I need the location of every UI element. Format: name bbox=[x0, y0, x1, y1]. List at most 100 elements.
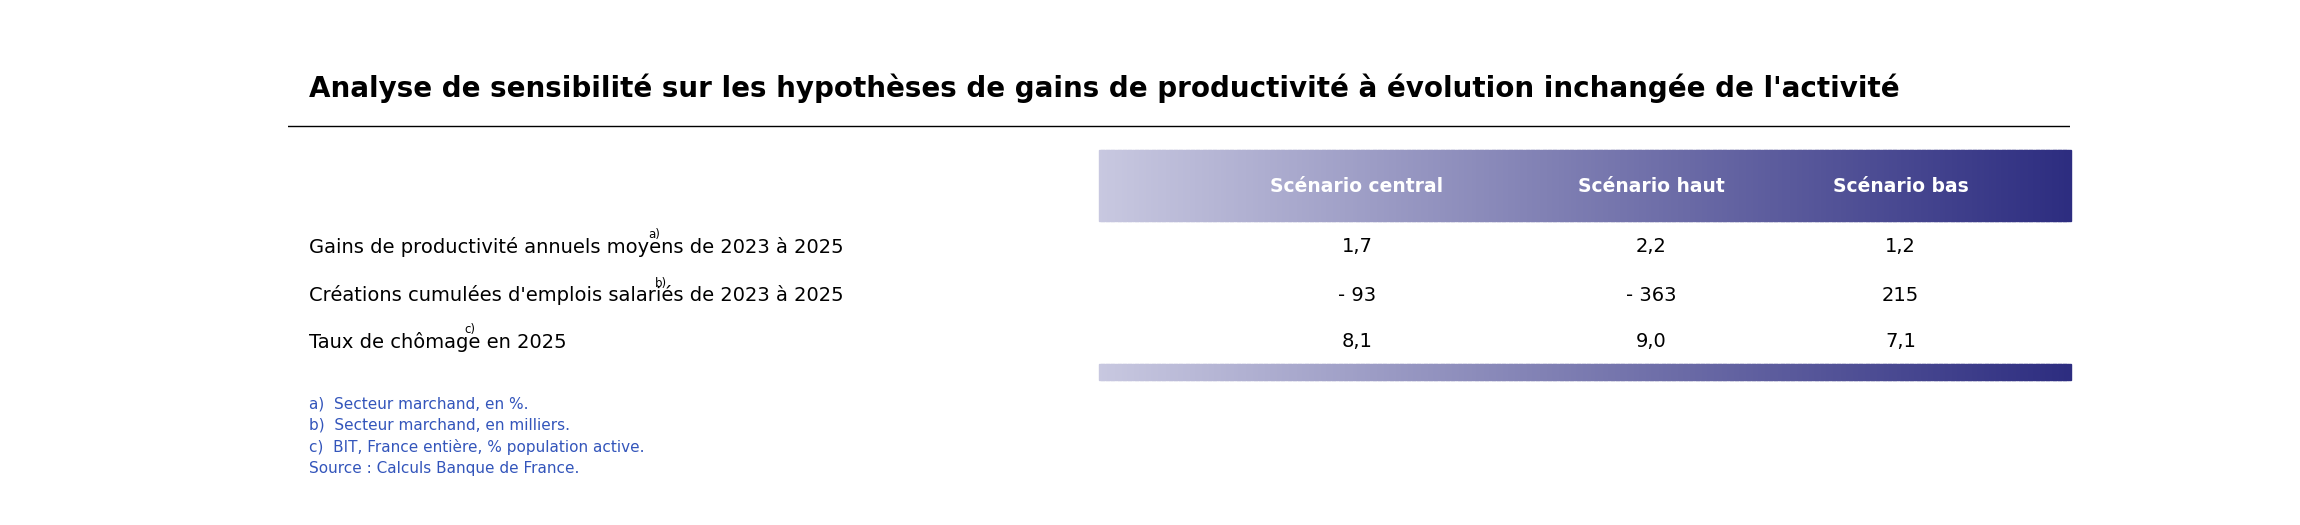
Bar bbox=[1325, 364, 1327, 380]
Bar bbox=[1900, 150, 1904, 220]
Bar bbox=[1221, 150, 1226, 220]
Bar bbox=[1371, 364, 1373, 380]
Bar bbox=[1812, 150, 1817, 220]
Bar bbox=[1900, 364, 1904, 380]
Bar bbox=[1134, 364, 1138, 380]
Bar bbox=[1122, 364, 1127, 380]
Bar bbox=[1996, 150, 2001, 220]
Bar bbox=[1789, 150, 1792, 220]
Bar bbox=[1983, 364, 1985, 380]
Bar bbox=[1578, 150, 1580, 220]
Bar bbox=[1240, 364, 1242, 380]
Bar bbox=[2052, 150, 2054, 220]
Bar bbox=[1976, 364, 1978, 380]
Bar bbox=[1486, 364, 1488, 380]
Bar bbox=[1414, 364, 1417, 380]
Bar bbox=[1274, 150, 1276, 220]
Bar bbox=[2019, 150, 2022, 220]
Bar bbox=[1552, 150, 1557, 220]
Bar bbox=[1191, 150, 1194, 220]
Bar bbox=[1175, 364, 1180, 380]
Bar bbox=[1106, 364, 1109, 380]
Bar bbox=[1125, 364, 1129, 380]
Bar bbox=[1868, 364, 1872, 380]
Bar bbox=[1378, 150, 1382, 220]
Bar bbox=[1555, 150, 1559, 220]
Bar bbox=[1992, 150, 1996, 220]
Bar bbox=[1099, 364, 1102, 380]
Text: Taux de chômage en 2025: Taux de chômage en 2025 bbox=[308, 332, 566, 352]
Bar bbox=[1182, 364, 1184, 380]
Bar bbox=[2033, 364, 2038, 380]
Bar bbox=[1840, 364, 1842, 380]
Bar bbox=[1999, 364, 2003, 380]
Bar bbox=[1398, 150, 1401, 220]
Bar bbox=[1189, 364, 1191, 380]
Bar bbox=[2010, 364, 2012, 380]
Bar bbox=[1173, 150, 1178, 220]
Bar bbox=[1914, 364, 1918, 380]
Bar bbox=[1714, 150, 1716, 220]
Bar bbox=[1421, 364, 1426, 380]
Bar bbox=[1932, 364, 1934, 380]
Bar bbox=[1920, 150, 1923, 220]
Bar bbox=[1842, 150, 1845, 220]
Bar bbox=[1909, 364, 1914, 380]
Bar bbox=[1387, 150, 1391, 220]
Bar bbox=[2001, 364, 2006, 380]
Bar bbox=[1279, 364, 1281, 380]
Bar bbox=[1111, 364, 1113, 380]
Bar bbox=[2058, 150, 2061, 220]
Bar bbox=[1796, 150, 1799, 220]
Bar bbox=[1865, 150, 1870, 220]
Bar bbox=[1893, 150, 1895, 220]
Bar bbox=[1980, 364, 1983, 380]
Bar bbox=[1858, 364, 1863, 380]
Bar bbox=[1557, 150, 1562, 220]
Bar bbox=[1210, 150, 1214, 220]
Bar bbox=[1695, 150, 1700, 220]
Bar bbox=[1711, 364, 1714, 380]
Bar bbox=[1419, 150, 1421, 220]
Bar bbox=[1237, 150, 1240, 220]
Bar bbox=[1536, 364, 1539, 380]
Text: Scénario central: Scénario central bbox=[1270, 177, 1444, 196]
Bar bbox=[1736, 364, 1741, 380]
Bar bbox=[1410, 364, 1412, 380]
Bar bbox=[1902, 364, 1907, 380]
Bar bbox=[1348, 150, 1352, 220]
Bar bbox=[1824, 364, 1828, 380]
Bar bbox=[1730, 364, 1734, 380]
Bar bbox=[1550, 150, 1552, 220]
Bar bbox=[1166, 364, 1171, 380]
Bar bbox=[1470, 150, 1474, 220]
Bar bbox=[1438, 150, 1442, 220]
Bar bbox=[1442, 364, 1444, 380]
Bar bbox=[1902, 150, 1907, 220]
Bar bbox=[1104, 150, 1106, 220]
Bar bbox=[1580, 150, 1582, 220]
Bar bbox=[1690, 150, 1695, 220]
Bar bbox=[1456, 150, 1458, 220]
Bar bbox=[2038, 150, 2042, 220]
Bar bbox=[1382, 150, 1387, 220]
Bar bbox=[1474, 364, 1479, 380]
Bar bbox=[1835, 150, 1838, 220]
Bar bbox=[1626, 150, 1628, 220]
Bar bbox=[1723, 150, 1725, 220]
Bar bbox=[1601, 150, 1605, 220]
Bar bbox=[1208, 364, 1212, 380]
Bar bbox=[1640, 150, 1644, 220]
Bar bbox=[1686, 150, 1690, 220]
Bar bbox=[1810, 150, 1812, 220]
Bar bbox=[1589, 150, 1592, 220]
Bar bbox=[1838, 364, 1840, 380]
Bar bbox=[1451, 150, 1454, 220]
Bar bbox=[1656, 364, 1661, 380]
Bar bbox=[1748, 364, 1750, 380]
Bar bbox=[1971, 364, 1973, 380]
Bar bbox=[1826, 364, 1831, 380]
Bar bbox=[1235, 150, 1237, 220]
Bar bbox=[1760, 364, 1762, 380]
Bar bbox=[1718, 150, 1720, 220]
